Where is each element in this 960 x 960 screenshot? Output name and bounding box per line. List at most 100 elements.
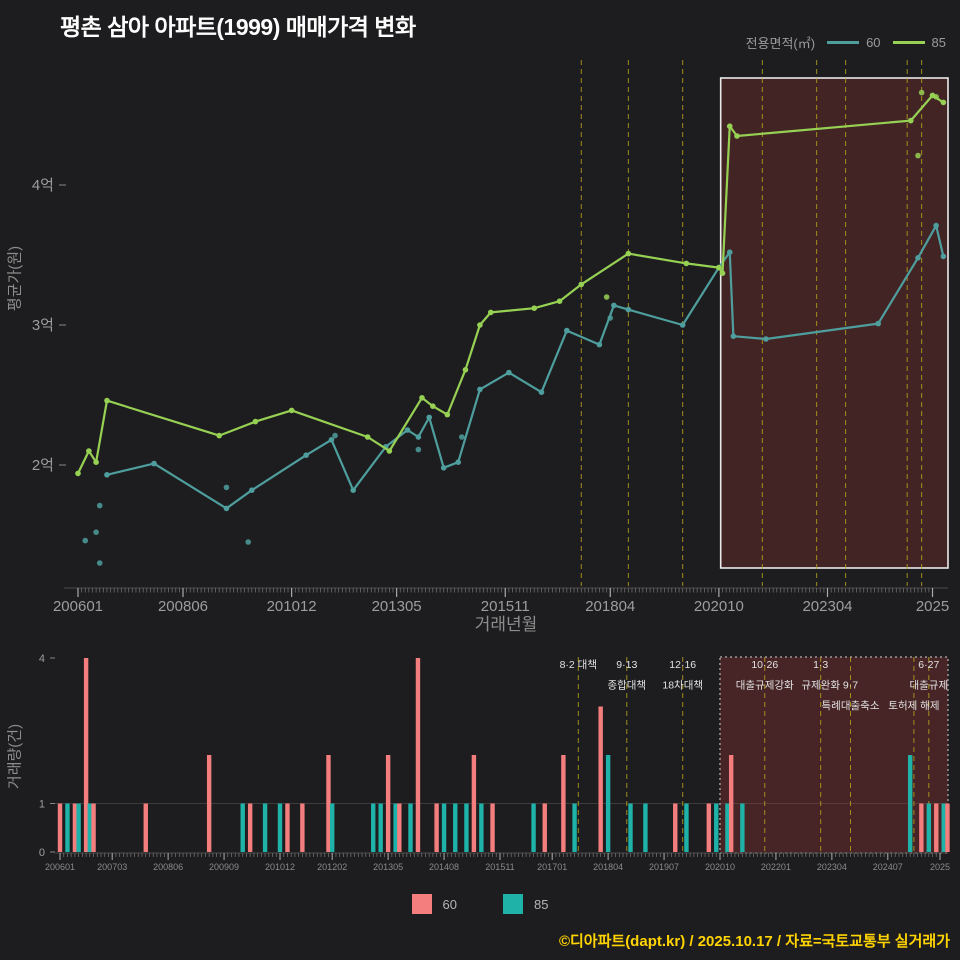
volume-x-tick-label: 200601 [45, 862, 75, 872]
volume-legend-item-85[interactable]: 85 [503, 894, 548, 914]
price-point-85 [288, 407, 295, 414]
price-point-60 [477, 386, 483, 393]
price-point-60 [303, 452, 309, 459]
volume-y-tick-label: 4 [39, 653, 45, 665]
volume-legend-item-60[interactable]: 60 [411, 894, 457, 914]
price-point-85 [75, 470, 81, 477]
series-85-line-icon [892, 41, 925, 44]
price-x-tick-label: 202010 [694, 598, 744, 615]
event-label-6: 토허제 해제 [888, 699, 939, 712]
volume-x-tick-label: 200806 [153, 862, 183, 872]
volume-bar-85 [941, 803, 946, 852]
price-point-60 [426, 414, 433, 421]
event-label-2: 18차대책 [662, 680, 703, 692]
volume-bar-85 [684, 803, 689, 852]
event-label-2: 12·16 [669, 659, 696, 671]
volume-bar-85 [441, 803, 447, 852]
price-legend-label-85: 85 [931, 35, 946, 50]
volume-bar-60 [397, 803, 402, 852]
price-scatter-85 [933, 94, 939, 100]
volume-bar-85 [464, 803, 469, 852]
price-scatter-60 [96, 560, 103, 566]
price-point-60 [933, 222, 939, 229]
footer-credit: ©디아파트(dapt.kr) / 2025.10.17 / 자료=국토교통부 실… [558, 933, 950, 950]
event-label-4: 1·3 [813, 659, 828, 671]
volume-bar-85 [87, 803, 93, 852]
price-point-60 [730, 333, 737, 340]
price-point-60 [506, 369, 512, 376]
volume-bar-60 [728, 755, 734, 852]
event-label-4: 규제완화 [801, 679, 840, 692]
price-scatter-60 [82, 537, 89, 544]
price-x-tick-label: 2025 [916, 598, 949, 615]
event-label-3: 대출규제강화 [736, 680, 794, 692]
volume-bar-60 [326, 755, 331, 852]
volume-bar-85 [408, 803, 413, 852]
price-point-85 [430, 403, 436, 410]
price-scatter-85 [918, 89, 925, 96]
price-x-tick-label: 201305 [372, 598, 422, 615]
volume-x-tick-label: 202201 [761, 862, 791, 872]
price-point-85 [716, 264, 722, 271]
price-x-tick-label: 202304 [802, 598, 852, 615]
price-point-85 [683, 260, 690, 267]
price-point-85 [477, 322, 483, 328]
price-point-85 [578, 281, 585, 288]
volume-bar-60 [434, 803, 439, 852]
volume-bar-60 [471, 755, 477, 852]
volume-bar-85 [378, 803, 383, 852]
price-point-85 [252, 418, 259, 425]
price-x-tick-label: 200601 [53, 598, 103, 615]
volume-bar-60 [57, 803, 63, 852]
volume-y-axis-title: 거래량(건) [6, 723, 24, 790]
price-point-60 [940, 253, 947, 260]
price-point-85 [462, 367, 469, 373]
volume-legend-label-60: 60 [442, 896, 457, 912]
price-point-85 [93, 459, 99, 466]
volume-bar-60 [385, 755, 391, 852]
price-point-85 [386, 448, 393, 454]
volume-bar-60 [919, 803, 924, 852]
price-point-60 [915, 254, 921, 261]
price-point-60 [625, 306, 632, 313]
volume-y-tick-label: 0 [39, 847, 45, 859]
volume-x-tick-label: 201511 [485, 862, 514, 872]
price-point-85 [940, 99, 947, 106]
event-label-1: 종합대책 [607, 680, 646, 692]
volume-y-tick-label: 1 [39, 799, 45, 811]
price-scatter-60 [332, 432, 338, 439]
price-point-85 [419, 395, 425, 401]
price-x-tick-label: 201804 [585, 598, 635, 615]
price-point-85 [444, 411, 451, 418]
volume-bar-60 [490, 803, 495, 852]
volume-bar-85 [479, 803, 484, 852]
volume-bar-60 [945, 803, 950, 852]
volume-x-tick-label: 202304 [817, 862, 847, 872]
series-60-line-icon [827, 41, 860, 44]
volume-legend-label-85: 85 [534, 896, 549, 912]
volume-x-tick-label: 202010 [705, 862, 735, 872]
price-point-85 [726, 123, 733, 129]
price-point-60 [679, 322, 686, 328]
volume-bar-85 [76, 803, 81, 852]
price-legend-item-60[interactable]: 60 [827, 35, 881, 50]
price-x-tick-label: 201511 [481, 598, 530, 615]
event-label-7: 6·27 [918, 659, 939, 671]
price-scatter-60 [245, 539, 251, 545]
volume-bar-60 [542, 803, 547, 852]
volume-bar-60 [561, 755, 566, 852]
volume-bar-85 [240, 803, 245, 852]
price-legend-item-85[interactable]: 85 [892, 35, 946, 50]
price-legend-label-60: 60 [866, 35, 881, 50]
volume-bar-85 [628, 803, 633, 852]
price-x-tick-label: 201012 [267, 598, 317, 615]
volume-x-tick-label: 200703 [97, 862, 127, 872]
volume-x-tick-label: 202407 [873, 862, 903, 872]
price-scatter-60 [415, 446, 422, 453]
price-scatter-60 [93, 529, 99, 535]
series-85-swatch-icon [503, 894, 523, 914]
volume-bar-85 [740, 803, 745, 852]
volume-bar-60 [415, 658, 421, 852]
volume-bar-85 [926, 803, 932, 852]
